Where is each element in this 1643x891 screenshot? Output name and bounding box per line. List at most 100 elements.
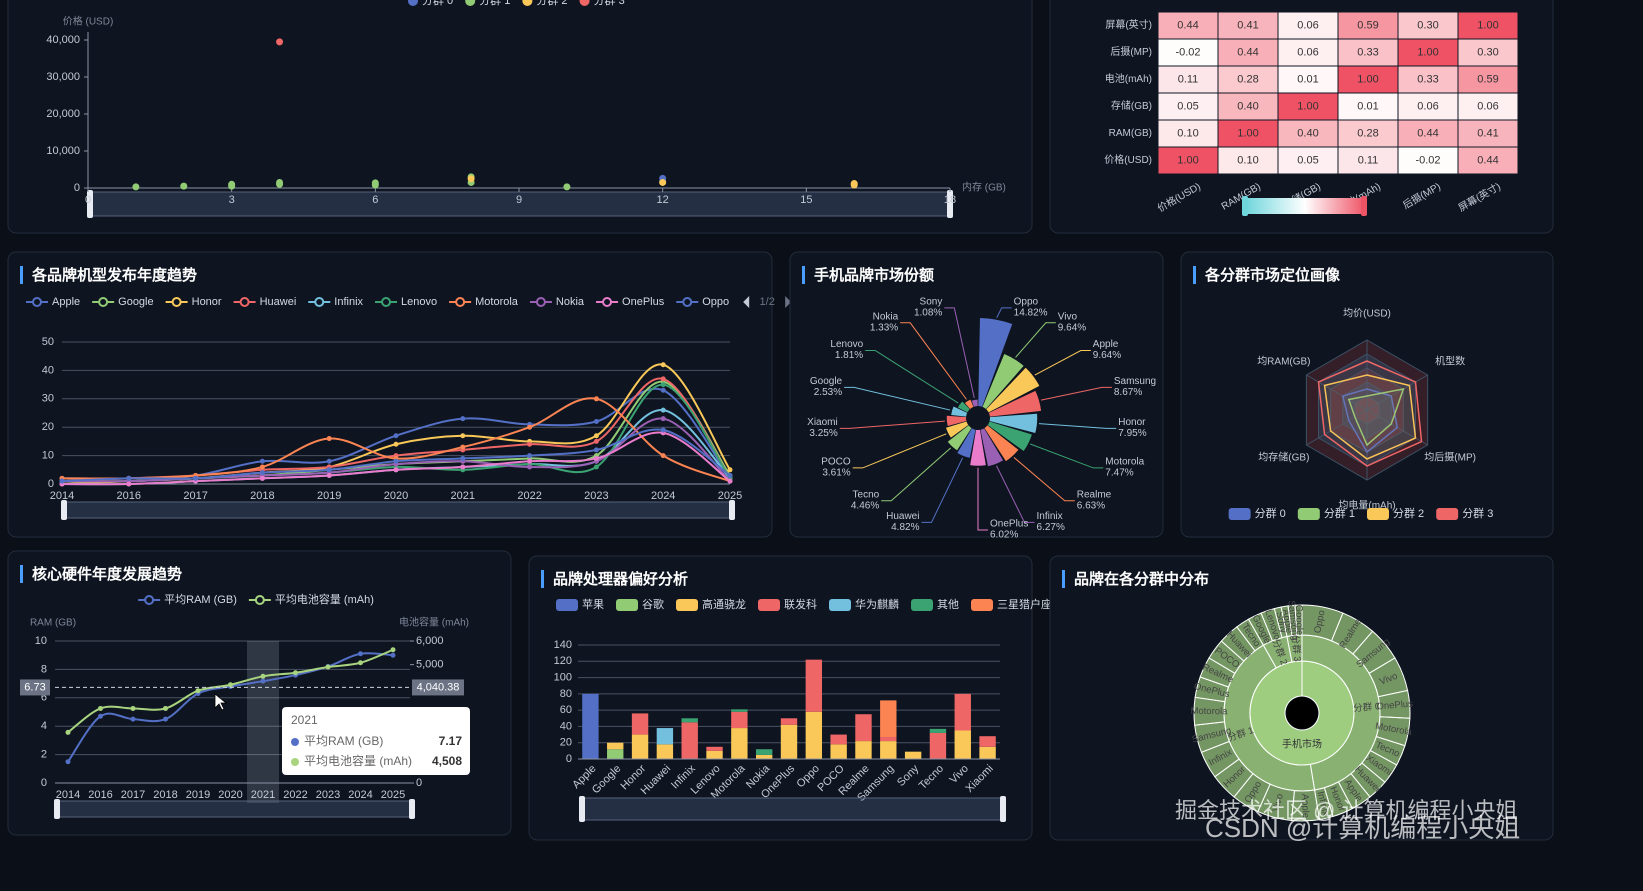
heatmap-cell (1457, 146, 1519, 175)
sunburst-label: 分群 3 (1289, 634, 1304, 662)
x-tick-label: 2017 (121, 789, 145, 801)
bar-segment (830, 744, 847, 759)
point (660, 387, 666, 393)
point (65, 759, 71, 765)
cell-label: 0.40 (1237, 100, 1258, 112)
point (593, 464, 599, 470)
point (98, 713, 103, 719)
indicator-label: 机型数 (1435, 355, 1465, 368)
panel (7, 0, 1033, 234)
cell-label: 1.00 (1177, 154, 1198, 166)
legend-label: Oppo (702, 296, 729, 308)
legend-icon (579, 0, 590, 6)
data-zoom-handle (729, 500, 735, 520)
cell-label: 0.44 (1237, 46, 1258, 58)
y-tick-label: 60 (560, 704, 572, 716)
y-tick-label: 100 (554, 671, 572, 683)
legend: Apple Google Honor Huawei Infinix Lenovo Motor… (26, 296, 729, 308)
point (593, 447, 599, 453)
legend-label: 分群 3 (1462, 506, 1493, 520)
x-tick-label: 2024 (348, 789, 372, 801)
cell-label: 0.30 (1417, 19, 1438, 31)
heatmap-cell (1337, 11, 1399, 40)
point (527, 458, 533, 464)
bar-segment (830, 734, 847, 745)
y-tick-label: 30,000 (46, 71, 80, 83)
point (326, 467, 332, 473)
tooltip (282, 707, 470, 775)
point (460, 464, 466, 470)
bar-segment (607, 749, 624, 759)
legend-icon (98, 297, 109, 307)
legend-icon (911, 599, 933, 611)
point (660, 416, 666, 422)
cell-label: 0.06 (1417, 100, 1438, 112)
legend-label: Lenovo (401, 296, 437, 308)
slice-label: POCO (821, 457, 851, 468)
y-tick-label: 20 (42, 421, 54, 433)
heatmap-cell (1277, 146, 1339, 175)
cell-label: 0.30 (1477, 46, 1498, 58)
rose-sector (957, 428, 976, 458)
cell-label: 0.44 (1177, 19, 1198, 31)
y-tick-label: 2 (41, 749, 47, 761)
slice-value: 6.63% (1077, 500, 1105, 511)
axis-pointer-box (20, 679, 50, 696)
point (358, 660, 363, 666)
cell-label: 1.00 (1417, 46, 1438, 58)
legend-page: 1/2 (760, 296, 775, 308)
radar-area (1317, 360, 1423, 467)
label-line (852, 433, 947, 469)
cell-label: -0.02 (1415, 154, 1440, 166)
rose-sector (951, 406, 968, 417)
rose-sector (986, 367, 1040, 413)
point (390, 647, 396, 653)
legend-label: 分群 1 (479, 0, 510, 7)
point (260, 673, 266, 679)
legend-icon (254, 595, 265, 605)
slice-value: 9.64% (1058, 322, 1086, 333)
point (260, 678, 266, 684)
x-tick-label: 2018 (153, 789, 177, 801)
bar-segment (755, 754, 773, 759)
point (660, 382, 666, 388)
y2-tick-label: 5,000 (416, 659, 444, 671)
bar-segment (681, 722, 698, 759)
label-line (844, 386, 951, 411)
slice-value: 6.02% (990, 530, 1018, 541)
x-tick-label: 6 (372, 194, 378, 206)
legend-label: 其他 (937, 598, 959, 611)
x-tick-label: 2017 (183, 490, 207, 502)
point (467, 175, 475, 183)
heatmap-cell (1277, 65, 1339, 94)
panel-title: 品牌在各分群中分布 (1074, 570, 1209, 588)
point (358, 651, 363, 657)
cell-label: 0.01 (1357, 100, 1378, 112)
legend: 苹果 谷歌 高通骁龙 联发科 华为麒麟 其他 三星猎户座 (556, 597, 1052, 611)
point (393, 441, 399, 447)
data-zoom-handle (409, 799, 415, 819)
panel-title: 核心硬件年度发展趋势 (32, 565, 182, 583)
y-tick-label: 140 (554, 639, 572, 651)
point (460, 444, 466, 450)
x-tick-label: 2016 (117, 490, 141, 502)
point (130, 716, 136, 722)
rose-sector (971, 399, 978, 407)
legend-label: 平均RAM (GB) (164, 593, 237, 606)
x-tick-label: 0 (85, 194, 91, 206)
data-zoom-slider (56, 800, 413, 818)
row-label: 价格(USD) (1104, 153, 1152, 166)
tooltip-marker (291, 738, 299, 746)
row-label: 电池(mAh) (1105, 72, 1152, 85)
legend-icon (1367, 508, 1389, 520)
cell-label: 0.41 (1237, 19, 1258, 31)
y-tick-label: 40 (42, 364, 54, 376)
point (660, 376, 666, 382)
cell-label: 0.10 (1237, 154, 1258, 166)
x-axis-name: 内存 (GB) (962, 181, 1006, 194)
point (228, 182, 236, 190)
point (660, 427, 666, 433)
x-tick-label: 2022 (283, 789, 307, 801)
legend-icon (829, 599, 851, 611)
axis-pointer-label: 6.73 (24, 681, 45, 693)
